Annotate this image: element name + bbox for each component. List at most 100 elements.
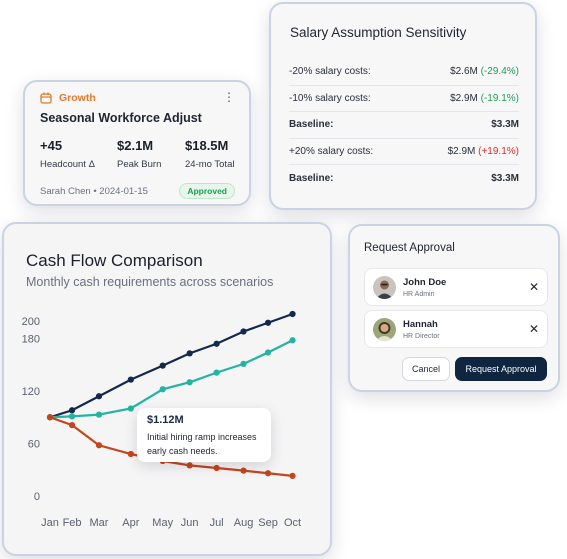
sensitivity-table: -20% salary costs: $2.6M (-29.4%) -10% s… xyxy=(289,59,519,192)
series-point-0 xyxy=(159,362,166,369)
x-tick-label: Aug xyxy=(234,517,254,529)
y-tick-label: 180 xyxy=(22,334,40,346)
sensitivity-row: -20% salary costs: $2.6M (-29.4%) xyxy=(289,59,519,86)
more-options-icon[interactable]: ⋮ xyxy=(223,90,235,104)
series-point-1 xyxy=(68,413,76,420)
row-value: $3.3M xyxy=(491,173,519,185)
series-point-1 xyxy=(240,360,247,367)
row-label: -20% salary costs: xyxy=(289,66,371,78)
series-point-1 xyxy=(264,349,272,356)
growth-footer: Sarah Chen • 2024-01-15 xyxy=(40,186,148,197)
series-line-0 xyxy=(49,312,293,419)
remove-approver-icon[interactable]: ✕ xyxy=(528,322,539,336)
series-line-2 xyxy=(49,416,293,477)
series-point-1 xyxy=(186,379,193,386)
sensitivity-row: Baseline: $3.3M xyxy=(289,112,519,139)
x-tick-label: Mar xyxy=(90,517,109,529)
approver-role: HR Director xyxy=(403,333,440,340)
row-value: $3.3M xyxy=(491,119,519,131)
status-badge: Approved xyxy=(179,183,235,199)
series-point-1 xyxy=(213,369,220,376)
avatar xyxy=(373,318,396,341)
sensitivity-row: -10% salary costs: $2.9M (-19.1%) xyxy=(289,86,519,113)
series-point-2 xyxy=(127,450,134,458)
metric-value: $2.1M xyxy=(117,138,154,153)
series-point-2 xyxy=(46,414,54,421)
approver-role: HR Admin xyxy=(403,291,435,298)
series-point-1 xyxy=(95,411,103,418)
growth-title: Seasonal Workforce Adjust xyxy=(40,111,202,125)
tooltip-text: Initial hiring ramp increases early cash… xyxy=(147,430,261,458)
metric-total: $18.5M 24-mo Total xyxy=(185,138,234,170)
series-point-2 xyxy=(95,442,103,449)
sensitivity-row: Baseline: $3.3M xyxy=(289,165,519,192)
series-point-0 xyxy=(127,376,134,383)
row-value: $2.9M xyxy=(447,146,476,158)
series-point-0 xyxy=(289,310,296,318)
series-point-2 xyxy=(68,422,76,429)
series-point-2 xyxy=(264,470,272,477)
tooltip-line: Initial hiring ramp increases xyxy=(147,432,257,442)
chart-title: Cash Flow Comparison xyxy=(26,251,203,270)
x-tick-label: Sep xyxy=(258,517,278,529)
x-tick-label: Jul xyxy=(210,517,224,529)
metric-label: Headcount Δ xyxy=(40,159,95,170)
series-point-0 xyxy=(68,407,76,414)
series-point-2 xyxy=(289,472,296,479)
y-tick-label: 60 xyxy=(28,439,40,451)
x-tick-label: Jun xyxy=(181,517,199,529)
row-label: Baseline: xyxy=(289,173,334,185)
series-point-1 xyxy=(289,337,296,344)
row-value-group: $2.6M (-29.4%) xyxy=(450,66,519,77)
series-point-0 xyxy=(240,328,247,335)
request-approval-button[interactable]: Request Approval xyxy=(455,357,547,381)
row-value-group: $2.9M (+19.1%) xyxy=(448,146,519,157)
row-delta: (-29.4%) xyxy=(480,66,519,78)
row-label: -10% salary costs: xyxy=(289,92,371,104)
metric-value: +45 xyxy=(40,138,63,153)
row-label: +20% salary costs: xyxy=(289,146,374,158)
series-point-2 xyxy=(240,467,247,474)
cashflow-chart: 0 60 120 180 200 Jan Feb Mar Apr May Jun Jul Aug Sep O… xyxy=(22,310,301,529)
sensitivity-row: +20% salary costs: $2.9M (+19.1%) xyxy=(289,139,519,166)
sensitivity-card: Salary Assumption Sensitivity -20% salar… xyxy=(269,2,537,210)
approver-name: John Doe xyxy=(403,277,447,288)
tooltip-line: early cash needs. xyxy=(147,446,218,456)
growth-tag: Growth xyxy=(40,92,96,104)
row-delta: (+19.1%) xyxy=(478,146,519,158)
row-value: $2.6M xyxy=(450,66,478,78)
series-point-0 xyxy=(186,350,193,357)
approver-item: Hannah HR Director ✕ xyxy=(364,310,548,348)
metric-peak-burn: $2.1M Peak Burn xyxy=(117,138,161,170)
row-value: $2.9M xyxy=(450,92,478,104)
series-point-0 xyxy=(95,393,103,400)
y-tick-label: 0 xyxy=(34,491,40,503)
growth-card: Growth ⋮ Seasonal Workforce Adjust +45 H… xyxy=(23,80,251,206)
avatar xyxy=(373,276,396,299)
calendar-icon xyxy=(40,92,52,104)
metric-headcount: +45 Headcount Δ xyxy=(40,138,95,170)
series-point-1 xyxy=(159,386,166,393)
growth-tag-label: Growth xyxy=(59,92,96,104)
series-point-0 xyxy=(213,340,220,347)
metric-label: 24-mo Total xyxy=(185,159,235,170)
y-tick-label: 120 xyxy=(22,386,40,398)
x-tick-label: May xyxy=(152,517,173,529)
x-tick-label: Jan xyxy=(41,517,59,529)
approver-name: Hannah xyxy=(403,319,438,330)
approval-card: Request Approval John Doe HR Admin ✕ Han… xyxy=(348,224,560,392)
row-label: Baseline: xyxy=(289,119,334,131)
cancel-button[interactable]: Cancel xyxy=(402,357,450,381)
approver-item: John Doe HR Admin ✕ xyxy=(364,268,548,306)
series-line-1 xyxy=(49,339,294,419)
series-point-2 xyxy=(213,464,220,472)
chart-tooltip: $1.12M Initial hiring ramp increases ear… xyxy=(137,408,271,462)
series-point-1 xyxy=(127,405,134,412)
row-delta: (-19.1%) xyxy=(480,92,519,104)
series-point-2 xyxy=(186,462,193,469)
remove-approver-icon[interactable]: ✕ xyxy=(528,280,539,294)
metric-value: $18.5M xyxy=(185,138,229,153)
sensitivity-title: Salary Assumption Sensitivity xyxy=(290,25,467,40)
metric-label: Peak Burn xyxy=(117,159,162,170)
cashflow-card: Cash Flow Comparison Monthly cash requir… xyxy=(2,222,332,556)
